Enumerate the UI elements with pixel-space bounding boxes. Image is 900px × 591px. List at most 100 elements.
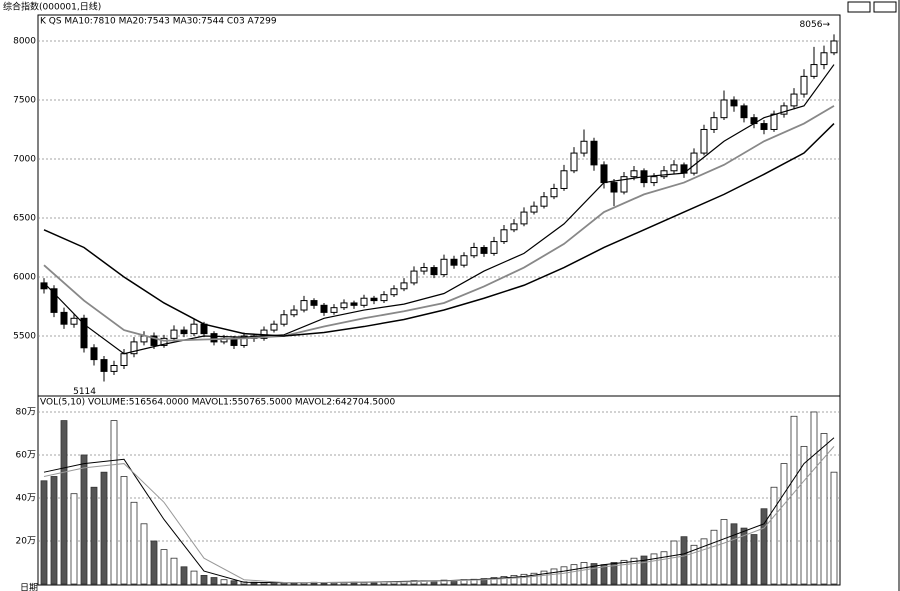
volume-bar (440, 579, 448, 585)
volume-bar (80, 454, 88, 585)
candle-body (200, 323, 208, 335)
chart-title: 综合指数(000001,日线) (3, 1, 101, 13)
y-tick-label: 40万 (16, 493, 36, 503)
candle-body (560, 170, 568, 189)
legend-text: K QS MA10:7810 MA20:7543 MA30:7544 C03 A… (40, 17, 277, 27)
volume-bar (830, 471, 838, 585)
volume-bar (180, 566, 188, 585)
y-tick-label: 6500 (13, 213, 36, 223)
volume-bar (120, 476, 128, 585)
candle-body (180, 329, 188, 335)
volume-bar (190, 570, 198, 585)
candle-body (610, 182, 618, 193)
candle-body (620, 176, 628, 193)
volume-bar (730, 523, 738, 585)
volume-bar (580, 562, 588, 585)
volume-bar (680, 536, 688, 585)
y-tick-label: 5500 (13, 331, 36, 341)
candle-body (510, 223, 518, 231)
annotation: 5114 (73, 387, 96, 397)
volume-bar (220, 579, 228, 585)
volume-bar (170, 557, 178, 585)
y-tick-label: 80万 (16, 407, 36, 417)
volume-bar (790, 415, 798, 585)
candle-body (460, 255, 468, 266)
ma-line (43, 123, 835, 337)
toolbar-button[interactable] (847, 1, 871, 13)
candle-body (360, 297, 368, 306)
candle-body (540, 196, 548, 207)
candle-body (120, 353, 128, 366)
candle-body (710, 117, 718, 130)
volume-bar (230, 580, 238, 585)
candle-body (330, 307, 338, 313)
candle-body (390, 288, 398, 296)
candle-body (470, 246, 478, 257)
volume-bar (370, 582, 378, 585)
candle-body (150, 335, 158, 346)
volume-bar (430, 581, 438, 585)
volume-bar (630, 557, 638, 585)
candle-body (600, 164, 608, 184)
volume-bar (70, 493, 78, 585)
volume-bar (490, 577, 498, 585)
candle-body (770, 113, 778, 130)
candle-body (650, 176, 658, 184)
volume-bar (520, 573, 528, 585)
plot-frame (37, 14, 841, 586)
candle-body (580, 140, 588, 154)
volume-bar (640, 555, 648, 585)
ma-line (43, 105, 835, 342)
volume-bar (200, 574, 208, 585)
volume-bar (150, 540, 158, 585)
candle-body (300, 300, 308, 311)
candle-body (100, 359, 108, 372)
candle-body (740, 105, 748, 119)
candle-body (450, 258, 458, 266)
candle-body (520, 211, 528, 225)
volume-bar (760, 508, 768, 585)
candle-body (240, 335, 248, 346)
ma-line (43, 446, 835, 583)
volume-bar (590, 563, 598, 585)
volume-bar (210, 577, 218, 585)
volume-bar (130, 501, 138, 585)
ma-line (43, 64, 835, 355)
candle-body (310, 300, 318, 306)
volume-bar (780, 463, 788, 585)
volume-bar (40, 480, 48, 585)
annotation: 8056→ (800, 20, 831, 30)
volume-bar (750, 534, 758, 585)
volume-bar (500, 576, 508, 585)
candle-body (130, 341, 138, 355)
volume-bar (570, 564, 578, 585)
volume-bar (50, 476, 58, 585)
candle-body (730, 99, 738, 107)
volume-bar (650, 553, 658, 585)
volume-bar (620, 559, 628, 585)
candle-body (800, 75, 808, 95)
volume-bar (800, 445, 808, 585)
candle-body (410, 270, 418, 284)
volume-bar (820, 433, 828, 585)
volume-bar (700, 538, 708, 585)
candle-body (420, 267, 428, 272)
candle-body (370, 297, 378, 302)
volume-bar (100, 471, 108, 585)
candle-body (440, 258, 448, 276)
candle-body (320, 304, 328, 313)
candle-body (270, 323, 278, 331)
candle-body (160, 337, 168, 346)
volume-bar (60, 420, 68, 585)
candle-body (630, 170, 638, 178)
volume-bar (660, 551, 668, 585)
volume-bar (770, 486, 778, 585)
volume-bar (560, 566, 568, 585)
volume-bar (540, 570, 548, 585)
y-tick-label: 20万 (16, 536, 36, 546)
candle-body (170, 329, 178, 339)
candle-body (430, 267, 438, 276)
volume-bar (810, 411, 818, 585)
toolbar-button[interactable] (873, 1, 897, 13)
